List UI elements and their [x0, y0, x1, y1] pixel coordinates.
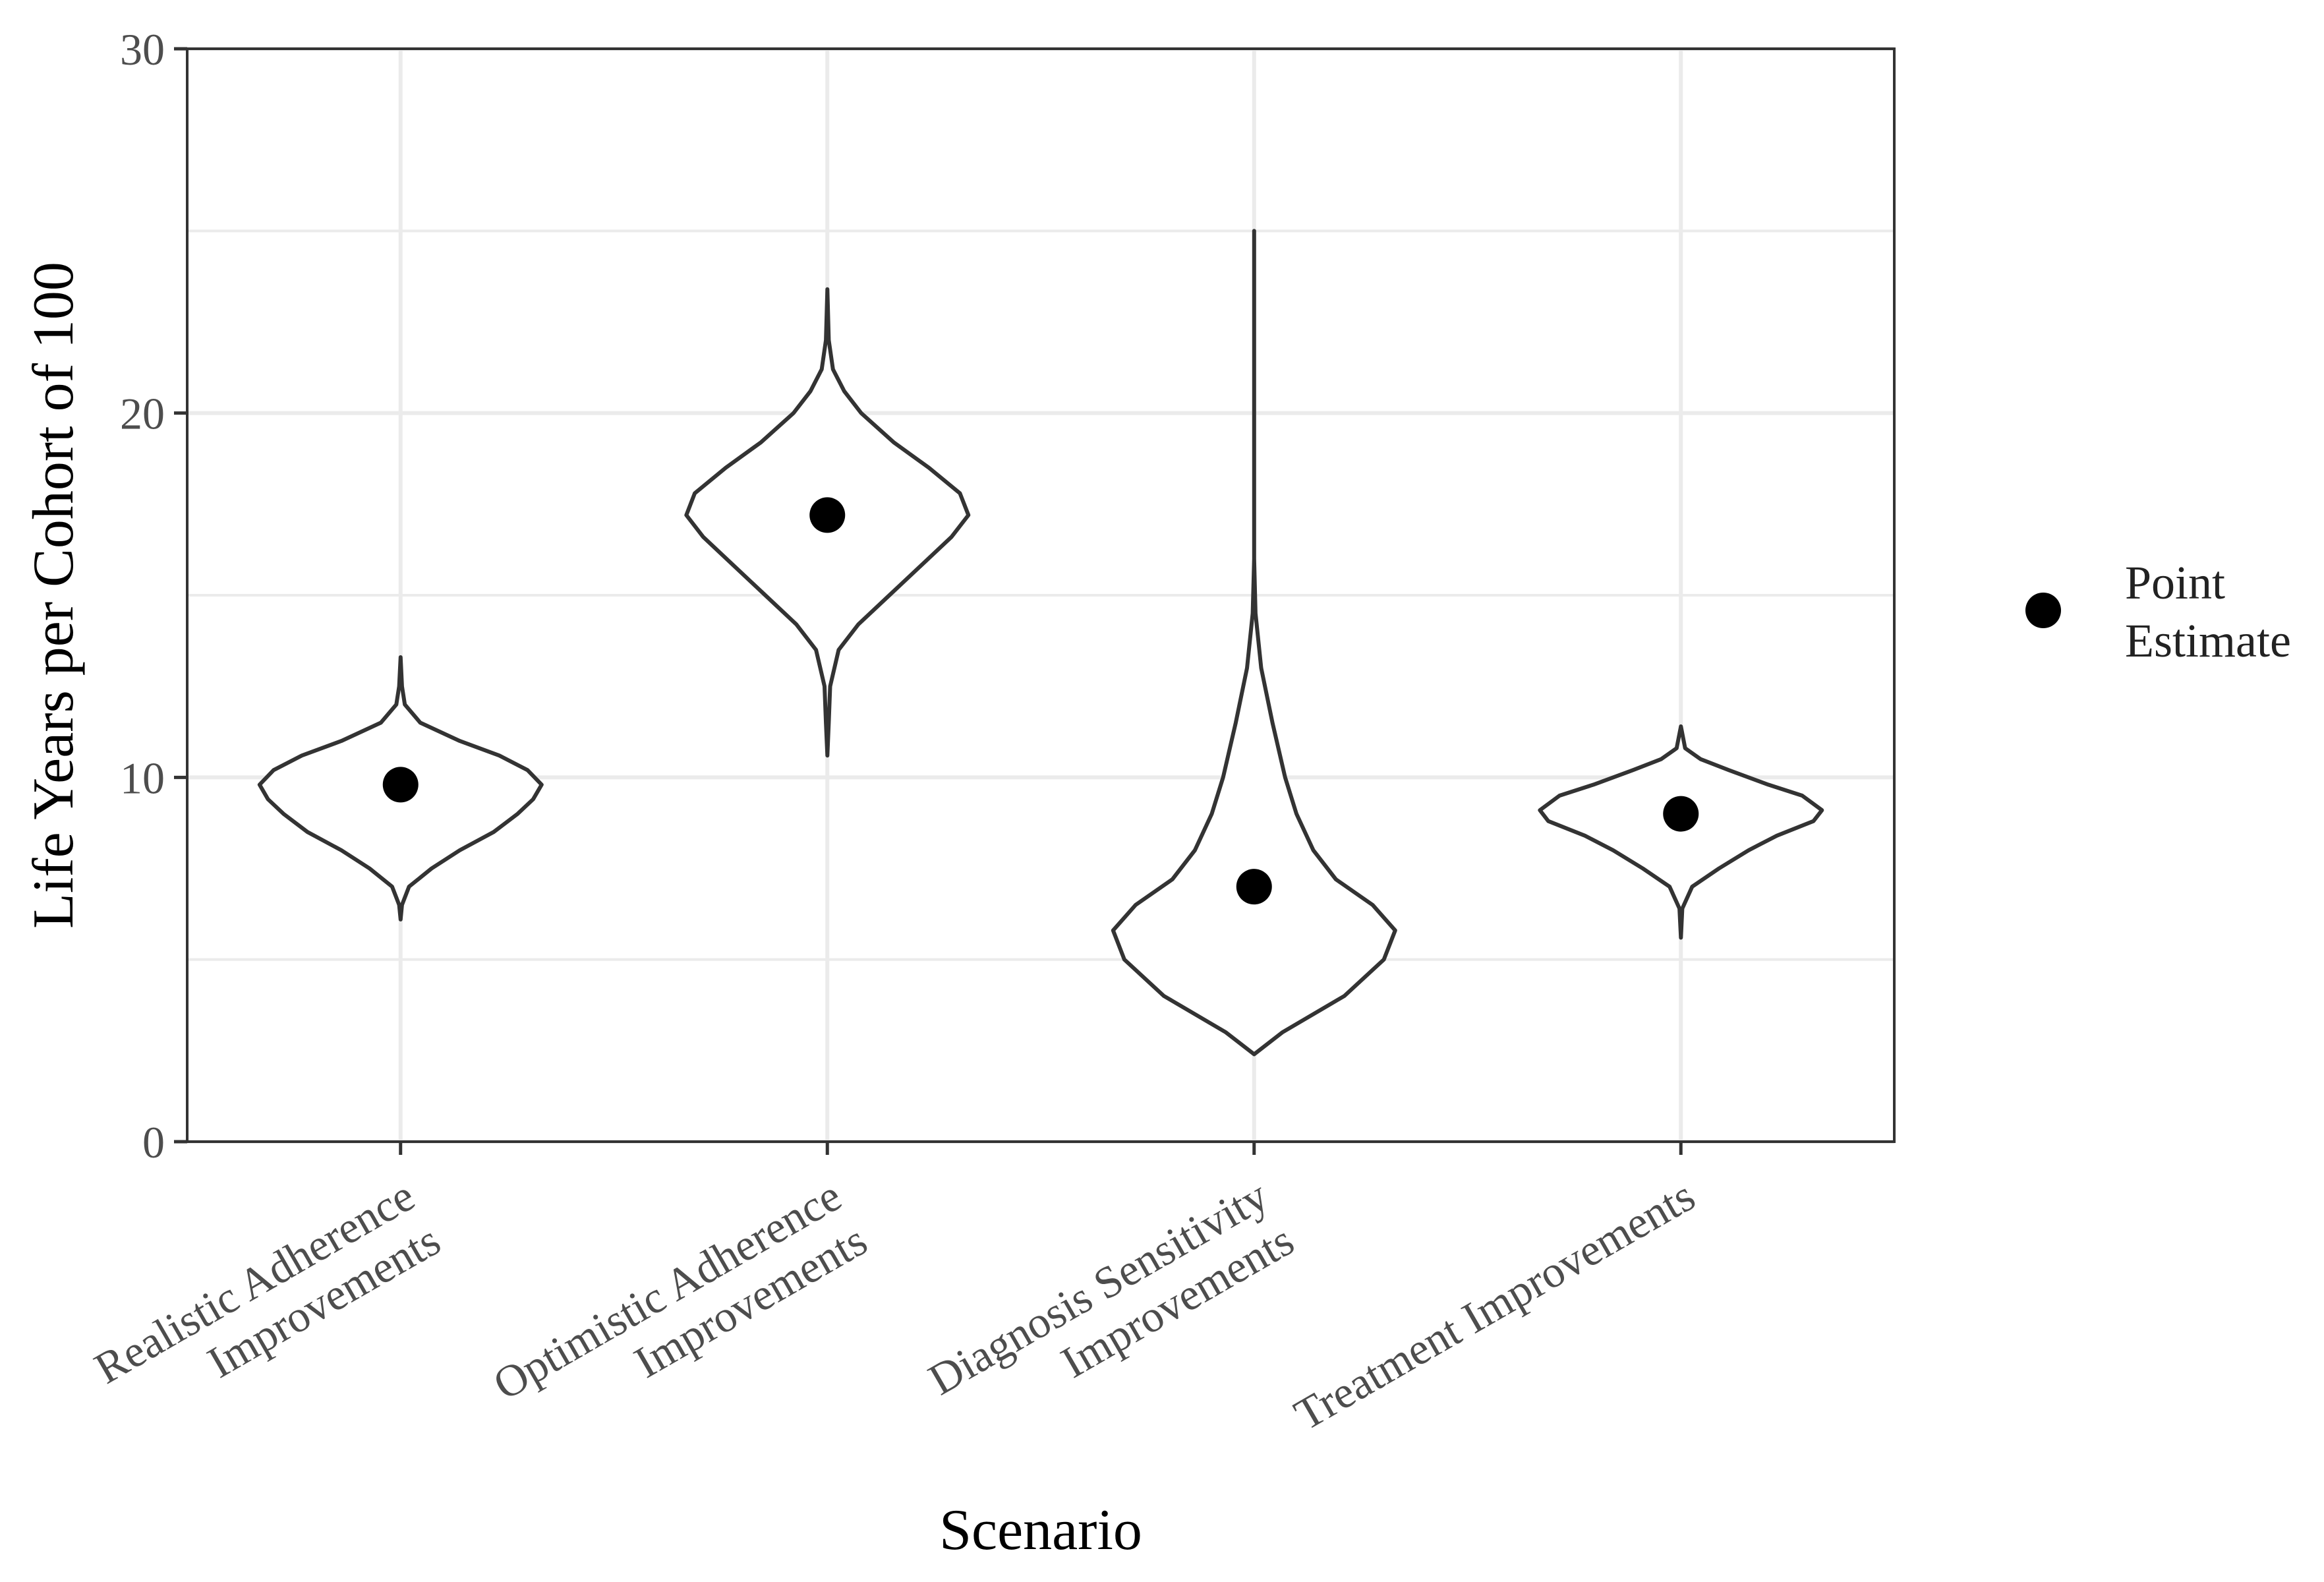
x-axis-title: Scenario — [939, 1498, 1142, 1562]
y-axis-title: Life Years per Cohort of 100 — [22, 262, 86, 929]
legend: Point Estimate — [2025, 556, 2291, 667]
y-tick-label: 10 — [120, 753, 165, 803]
legend-label: Point Estimate — [2125, 556, 2291, 667]
y-tick-label: 0 — [142, 1117, 165, 1167]
legend-label-line: Point — [2125, 556, 2225, 609]
violin-shape — [1111, 229, 1397, 1057]
legend-label-line: Estimate — [2125, 614, 2291, 667]
legend-point-icon — [2025, 593, 2061, 628]
y-tick-label: 20 — [120, 389, 165, 439]
point-estimate-marker — [1236, 869, 1272, 905]
y-tick-label: 30 — [120, 24, 165, 74]
point-estimate-marker — [809, 497, 846, 533]
violin-shape — [1538, 724, 1824, 940]
point-estimate-marker — [382, 767, 419, 803]
point-estimate-marker — [1663, 796, 1699, 832]
point-estimate-layer — [382, 497, 1699, 905]
plot-panel-border — [186, 47, 1896, 1143]
y-axis: 0 10 20 30 — [120, 24, 187, 1167]
